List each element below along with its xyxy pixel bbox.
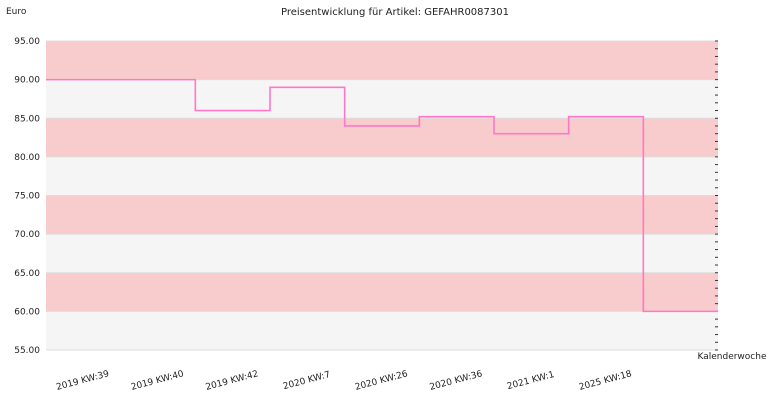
y-tick-label: 60.00	[14, 307, 40, 317]
background-band	[46, 234, 718, 273]
right-axis-ticks	[715, 40, 718, 351]
x-tick-label: 2021 KW:1	[506, 370, 555, 392]
y-tick-label: 55.00	[14, 346, 40, 356]
y-axis-ticks: 55.00 60.00 65.00 70.00 75.00 80.00 85.00 90.00…	[14, 37, 40, 356]
x-tick-label: 2025 KW:18	[578, 369, 633, 393]
background-band	[46, 272, 718, 312]
background-band	[46, 311, 718, 350]
y-axis-label: Euro	[6, 7, 27, 17]
grid-lines	[46, 40, 718, 351]
x-tick-label: 2019 KW:42	[205, 369, 260, 393]
price-step-line	[46, 78, 718, 313]
background-band	[46, 41, 718, 80]
y-tick-label: 80.00	[14, 153, 40, 163]
x-tick-label: 2020 KW:26	[354, 369, 409, 393]
x-tick-label: 2019 KW:40	[130, 369, 185, 393]
x-axis-label: Kalenderwoche	[697, 352, 766, 362]
y-tick-label: 65.00	[14, 269, 40, 279]
background-band	[46, 195, 718, 235]
background-bands	[46, 41, 718, 350]
x-tick-label: 2019 KW:39	[55, 369, 110, 393]
x-axis-ticks: 2019 KW:39 2019 KW:40 2019 KW:42 2020 KW:7 2…	[55, 369, 633, 393]
y-tick-label: 85.00	[14, 114, 40, 124]
y-tick-label: 95.00	[14, 37, 40, 47]
x-tick-label: 2020 KW:36	[429, 369, 484, 393]
y-tick-label: 90.00	[14, 76, 40, 86]
background-band	[46, 156, 718, 196]
x-tick-label: 2020 KW:7	[282, 370, 331, 392]
background-band	[46, 79, 718, 119]
y-tick-label: 75.00	[14, 192, 40, 202]
price-series	[46, 78, 718, 313]
background-band	[46, 118, 718, 157]
y-tick-label: 70.00	[14, 230, 40, 240]
chart-title: Preisentwicklung für Artikel: GEFAHR0087…	[281, 7, 509, 18]
